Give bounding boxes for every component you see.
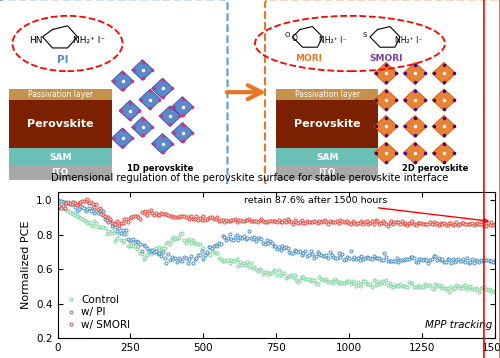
Polygon shape [132,117,154,137]
Polygon shape [152,78,174,99]
Text: SAM: SAM [316,153,338,161]
Control [236,263,242,268]
Polygon shape [403,62,427,84]
Control [126,244,132,248]
w/ SMORI [237,218,243,222]
w/ SMORI [483,224,489,228]
Text: 2D perovskite: 2D perovskite [402,164,468,173]
w/ SMORI [310,220,316,224]
w/ PI [236,238,242,242]
Polygon shape [132,60,154,81]
Polygon shape [139,89,161,110]
Polygon shape [403,142,427,164]
Polygon shape [112,71,134,91]
Polygon shape [374,142,398,164]
Polygon shape [432,62,456,84]
Line: w/ PI: w/ PI [56,199,496,265]
w/ PI [476,260,482,264]
w/ SMORI [128,215,134,219]
Polygon shape [119,100,141,121]
Text: O: O [292,34,298,43]
Polygon shape [374,62,398,84]
Polygon shape [374,89,398,111]
FancyBboxPatch shape [9,100,112,148]
Polygon shape [403,115,427,137]
FancyBboxPatch shape [276,89,378,100]
FancyBboxPatch shape [276,100,378,148]
Control [474,288,480,292]
Polygon shape [432,115,456,137]
Polygon shape [172,122,194,143]
Control [356,284,362,288]
Polygon shape [432,142,456,164]
FancyBboxPatch shape [9,148,112,166]
Text: retain 87.6% after 1500 hours: retain 87.6% after 1500 hours [244,196,488,222]
Control [492,289,498,293]
w/ PI [230,238,236,242]
w/ SMORI [358,219,364,223]
Control [54,202,60,207]
Text: Passivation layer: Passivation layer [28,90,93,99]
Line: w/ SMORI: w/ SMORI [56,198,496,228]
w/ SMORI [476,222,482,226]
Text: MPP tracking: MPP tracking [424,320,492,330]
Control [490,290,496,294]
FancyBboxPatch shape [0,0,228,186]
Control [308,279,314,283]
FancyBboxPatch shape [276,148,378,166]
w/ SMORI [84,197,90,202]
w/ SMORI [492,222,498,226]
Control [230,259,236,263]
Polygon shape [432,89,456,111]
Text: NH₂⁺ I⁻: NH₂⁺ I⁻ [396,36,422,45]
Polygon shape [152,134,174,154]
Text: S: S [363,32,367,38]
w/ PI [308,249,314,253]
w/ PI [54,198,60,202]
Text: Passivation layer: Passivation layer [294,90,360,99]
FancyBboxPatch shape [265,0,500,186]
Text: Perovskite: Perovskite [294,119,360,129]
w/ PI [126,239,132,243]
w/ SMORI [54,205,60,210]
Text: NH₂⁺ I⁻: NH₂⁺ I⁻ [319,36,346,45]
Line: Control: Control [56,203,496,294]
Text: PI: PI [57,55,68,65]
w/ PI [492,258,498,263]
Text: SAM: SAM [49,153,72,161]
Legend: Control, w/ PI, w/ SMORI: Control, w/ PI, w/ SMORI [62,292,134,333]
Text: Perovskite: Perovskite [27,119,94,129]
Text: MORI: MORI [296,54,322,63]
Text: O: O [285,32,290,38]
Text: Dimensional regulation of the perovskite surface for stable perovskite interface: Dimensional regulation of the perovskite… [52,173,448,183]
w/ PI [356,257,362,262]
Text: HN: HN [29,36,43,45]
Text: SMORI: SMORI [369,54,403,63]
Polygon shape [374,115,398,137]
Polygon shape [403,89,427,111]
Polygon shape [172,97,194,117]
FancyBboxPatch shape [9,89,112,100]
w/ SMORI [232,217,238,221]
FancyBboxPatch shape [276,166,378,180]
Text: ITO: ITO [52,169,69,178]
Polygon shape [159,106,181,126]
Text: NH₂⁺ I⁻: NH₂⁺ I⁻ [73,36,105,45]
Text: ITO: ITO [318,169,336,178]
Y-axis label: Normalized PCE: Normalized PCE [20,221,30,309]
Text: 1D perovskite: 1D perovskite [127,164,193,173]
Polygon shape [112,128,134,149]
w/ PI [425,261,431,266]
FancyBboxPatch shape [9,166,112,180]
